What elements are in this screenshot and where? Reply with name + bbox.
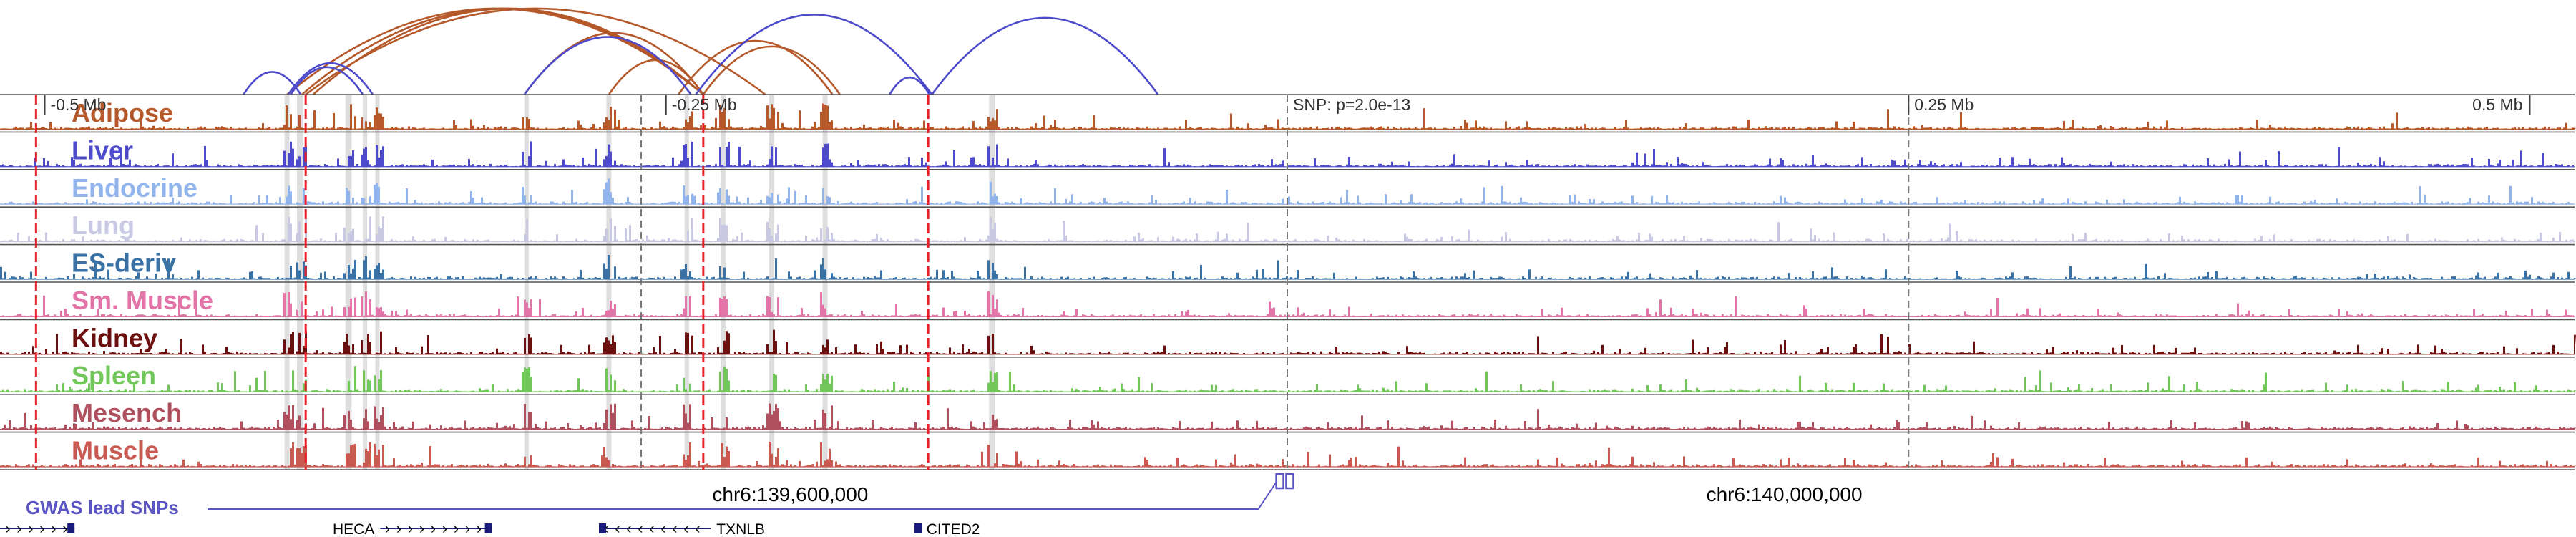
signal-area	[0, 216, 2576, 242]
gwas-snp-marker	[1285, 473, 1294, 490]
strand-arrow: ›	[396, 521, 401, 537]
strand-arrow: ›	[465, 521, 470, 537]
track-label: Adipose	[72, 98, 173, 127]
gene-exon	[914, 523, 922, 533]
loop-arc	[305, 7, 766, 96]
gwas-snp-marker	[1275, 473, 1284, 490]
track-label: Kidney	[72, 323, 157, 352]
signal-area	[0, 366, 2576, 392]
loop-arc	[243, 71, 302, 95]
strand-arrow: ›	[454, 521, 459, 537]
loop-arc	[702, 45, 841, 95]
strand-arrow: ›	[51, 521, 56, 537]
strand-arrow: ›	[39, 521, 44, 537]
strand-arrow: ›	[408, 521, 413, 537]
strand-arrow: ‹	[626, 521, 631, 537]
strand-arrow: ›	[477, 521, 482, 537]
track-spleen: Spleen	[0, 361, 2576, 396]
track-label: Spleen	[72, 361, 156, 390]
track-label: Endocrine	[72, 173, 197, 203]
gene-label: TXNLB	[716, 521, 765, 537]
loop-arc	[286, 7, 704, 96]
gene-label: HECA	[333, 521, 374, 537]
gwas-label: GWAS lead SNPs	[26, 497, 179, 518]
marker-lines	[34, 95, 1910, 470]
strand-arrow: ›	[442, 521, 447, 537]
snp-label: SNP: p=2.0e-13	[1293, 95, 1410, 114]
coordinate-label: chr6:139,600,000	[712, 483, 868, 505]
gene-exon	[484, 523, 492, 533]
strand-arrow: ›	[5, 521, 10, 537]
strand-arrow: ›	[62, 521, 67, 537]
loop-arc	[695, 14, 933, 95]
loop-arc	[287, 62, 374, 95]
gene-exon	[67, 523, 75, 533]
strand-arrow: ‹	[695, 521, 700, 537]
loop-arc	[290, 66, 364, 95]
strand-arrow: ‹	[649, 521, 654, 537]
gene-exon	[598, 523, 606, 533]
loop-arc	[931, 16, 1159, 95]
track-label: Mesench	[72, 398, 182, 427]
loop-arc	[889, 76, 931, 95]
chromatin-loops	[243, 7, 1159, 96]
annotation-area: chr6:139,600,000 chr6:140,000,000 GWAS lea…	[0, 473, 1863, 537]
loop-arc	[523, 36, 692, 95]
track-label: Lung	[72, 211, 135, 240]
track-label: Liver	[72, 135, 133, 165]
track-label: Muscle	[72, 436, 159, 465]
track-label: ES-deriv	[72, 248, 176, 278]
strand-arrow: ›	[431, 521, 436, 537]
loop-arc	[312, 7, 704, 95]
strand-arrow: ›	[385, 521, 390, 537]
strand-arrow: ›	[28, 521, 33, 537]
scale-label: 0.25 Mb	[1914, 95, 1974, 114]
strand-arrow: ‹	[615, 521, 620, 537]
strand-arrow: ‹	[672, 521, 677, 537]
gene-cited2: CITED2	[914, 521, 980, 537]
strand-arrow: ›	[419, 521, 424, 537]
gene-label: CITED2	[927, 521, 980, 537]
track-label: Sm. Muscle	[72, 286, 213, 315]
gene-heca: › › › › › › › › › HECA	[333, 521, 492, 537]
loop-arc	[678, 39, 834, 95]
scale-label: 0.5 Mb	[2472, 95, 2522, 114]
loop-arc	[608, 59, 704, 95]
gene-txnlb: ‹‹‹‹‹‹‹‹‹TXNLB	[598, 521, 765, 537]
strand-arrow: ‹	[660, 521, 665, 537]
strand-arrow: ›	[16, 521, 21, 537]
gwas-connector	[208, 480, 1278, 510]
scale-label: -0.25 Mb	[672, 95, 737, 114]
coordinate-label: chr6:140,000,000	[1707, 483, 1863, 505]
scale-bar: -0.5 Mb -0.25 Mb 0.25 Mb 0.5 Mb SNP: p=2.0e-…	[44, 95, 2531, 115]
track-kidney: Kidney	[0, 323, 2576, 358]
gene-peracl: ›››››››››››››PERACL	[0, 521, 75, 537]
strand-arrow: ‹	[638, 521, 643, 537]
strand-arrow: ‹	[683, 521, 688, 537]
track-es-deriv: ES-deriv	[0, 248, 2576, 283]
scale-label: -0.5 Mb	[51, 95, 107, 114]
